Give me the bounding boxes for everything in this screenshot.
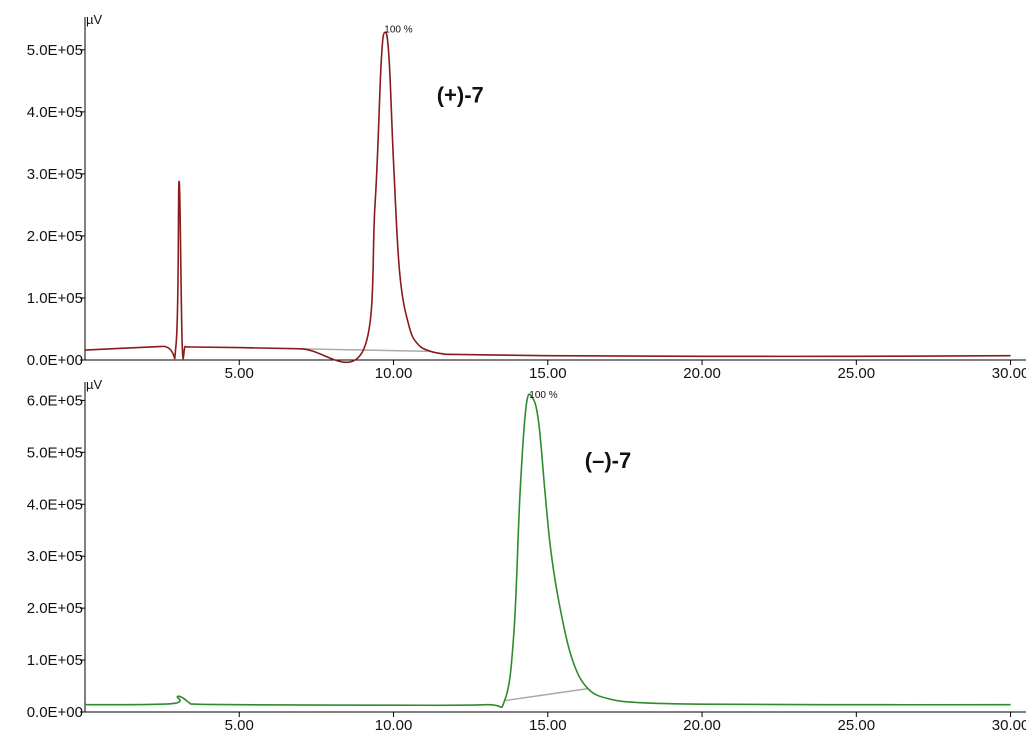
chromatogram-trace (84, 393, 1011, 709)
y-tick-label: 4.0E+05 (27, 104, 83, 121)
x-tick-label: 20.00 (683, 717, 721, 734)
x-tick-label: 15.00 (529, 365, 567, 382)
y-tick-label: 6.0E+05 (27, 392, 83, 409)
x-tick-label: 20.00 (683, 365, 721, 382)
x-tick-label: 10.00 (375, 717, 413, 734)
chart-panel-2: 0.0E+00 1.0E+05 2.0E+05 3.0E+05 4.0E+05 5.0E+… (27, 377, 1026, 734)
peak-percent-label: 100 % (529, 390, 557, 401)
x-tick-label: 25.00 (838, 717, 876, 734)
y-tick-label: 3.0E+05 (27, 548, 83, 565)
y-tick-label: 2.0E+05 (27, 600, 83, 617)
chart-panel-1: 0.0E+00 1.0E+05 2.0E+05 3.0E+05 4.0E+05 5.0E+… (27, 12, 1026, 382)
integration-baseline (504, 687, 589, 702)
y-unit-label: µV (86, 12, 102, 27)
x-tick-label: 30.00 (992, 717, 1026, 734)
y-tick-label: 4.0E+05 (27, 496, 83, 513)
chromatogram-trace (84, 31, 1011, 364)
y-tick-label: 2.0E+05 (27, 228, 83, 245)
x-tick-label: 10.00 (375, 365, 413, 382)
integration-baseline (300, 348, 431, 353)
x-tick-label: 30.00 (992, 365, 1026, 382)
y-tick-label: 0.0E+00 (27, 352, 83, 369)
x-tick-label: 5.00 (225, 717, 254, 734)
x-tick-label: 25.00 (838, 365, 876, 382)
y-unit-label: µV (86, 377, 102, 392)
y-tick-label: 3.0E+05 (27, 166, 83, 183)
y-tick-label: 5.0E+05 (27, 444, 83, 461)
compound-label: (+)-7 (437, 83, 484, 108)
y-tick-label: 0.0E+00 (27, 704, 83, 721)
y-tick-label: 1.0E+05 (27, 290, 83, 307)
y-tick-label: 5.0E+05 (27, 42, 83, 59)
compound-label: (–)-7 (585, 448, 631, 473)
y-tick-label: 1.0E+05 (27, 652, 83, 669)
x-tick-label: 5.00 (225, 365, 254, 382)
peak-percent-label: 100 % (384, 24, 412, 35)
x-tick-label: 15.00 (529, 717, 567, 734)
